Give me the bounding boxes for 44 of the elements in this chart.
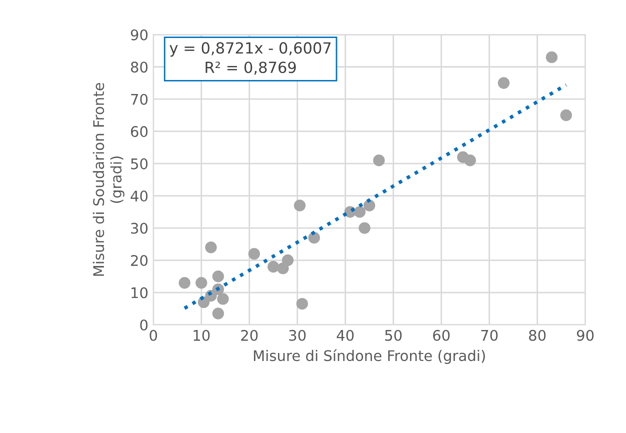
x-tick-label: 80 — [529, 330, 546, 341]
point — [464, 154, 476, 166]
x-tick-label: 40 — [336, 330, 354, 341]
x-tick-label: 10 — [194, 330, 210, 341]
annotation: y = 0,8721x - 0,6007 R² = 0,8769 — [170, 42, 331, 75]
point — [205, 242, 217, 254]
point — [363, 200, 376, 212]
point — [248, 248, 260, 260]
x-tick-label: 20 — [241, 330, 258, 341]
point — [373, 154, 385, 166]
y-tick-label: 50 — [131, 158, 148, 170]
y-tick-label: 30 — [131, 222, 148, 234]
x-tick-label: 70 — [481, 330, 498, 341]
point — [178, 277, 190, 289]
x-tick-label: 0 — [150, 330, 158, 341]
point — [498, 77, 510, 89]
point — [546, 51, 558, 64]
point — [196, 277, 208, 289]
y-tick-label: 90 — [130, 29, 148, 40]
point — [217, 293, 229, 305]
y-tick-label: 0 — [140, 319, 148, 330]
y-tick-label: 10 — [132, 287, 148, 298]
point — [212, 308, 224, 320]
y-tick-label: 40 — [130, 190, 148, 202]
point — [212, 270, 224, 282]
point — [268, 260, 280, 273]
point — [308, 232, 320, 244]
point — [282, 254, 294, 266]
x-axis-title: Misure di Síndone Fronte (gradi) — [254, 349, 485, 364]
x-tick-label: 90 — [576, 330, 594, 341]
point — [560, 109, 572, 122]
y-axis-title: Misure di Soudarion Fronte (gradi) — [92, 82, 124, 276]
point — [358, 222, 370, 234]
x-tick-label: 50 — [385, 330, 402, 341]
point — [354, 206, 366, 218]
x-tick-label: 60 — [433, 330, 450, 341]
point — [296, 298, 308, 310]
point — [277, 262, 289, 274]
y-tick-label: 80 — [130, 62, 148, 73]
y-tick-label: 20 — [131, 255, 148, 266]
point — [294, 200, 306, 212]
y-tick-label: 70 — [131, 94, 148, 105]
x-tick-label: 30 — [289, 330, 306, 341]
y-tick-label: 60 — [130, 126, 148, 138]
